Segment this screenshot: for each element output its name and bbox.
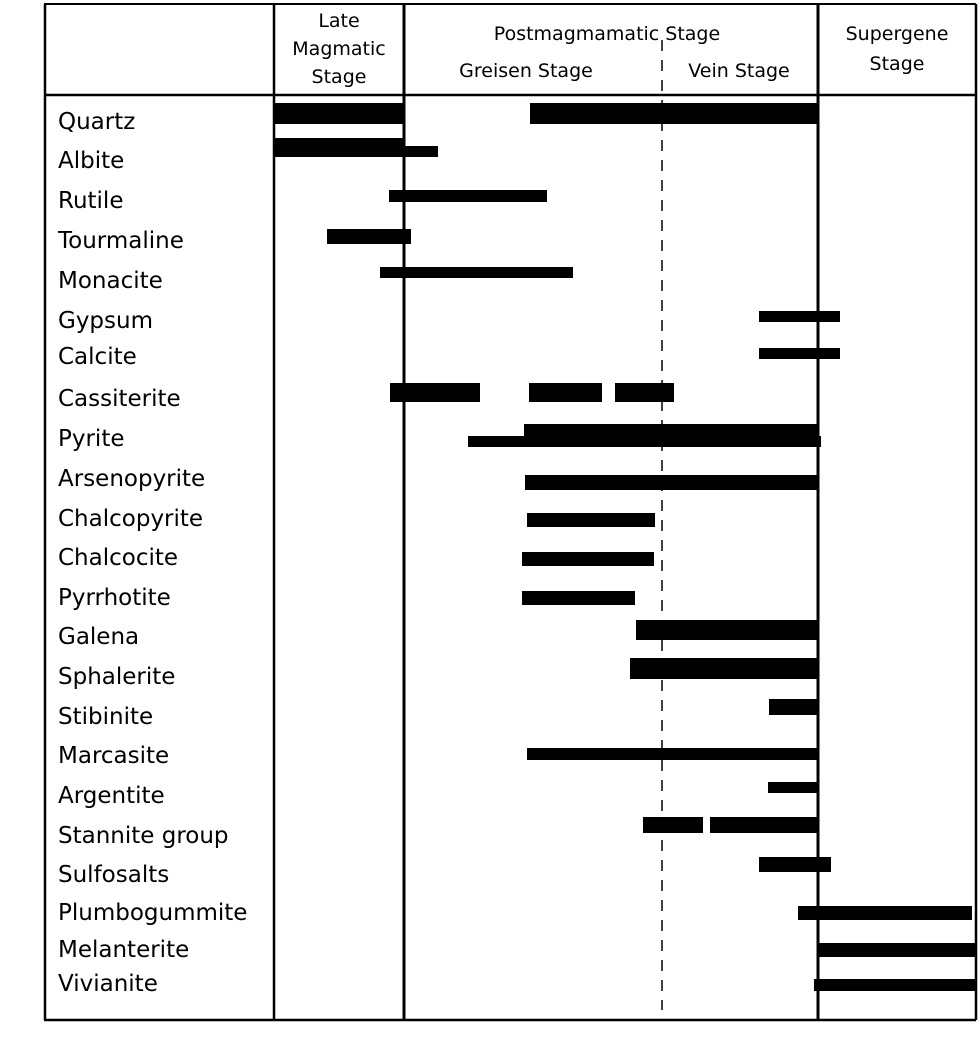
bar-pyrite-thick [524, 424, 818, 445]
mineral-label-sulfosalts: Sulfosalts [58, 862, 169, 888]
mineral-label-rutile: Rutile [58, 188, 123, 214]
bar-arsenopyrite [525, 475, 818, 490]
bar-monacite [380, 267, 573, 278]
mineral-label-galena: Galena [58, 624, 139, 650]
bar-albite-tail [403, 146, 438, 157]
greisen-header: Greisen Stage [459, 60, 593, 82]
mineral-label-vivianite: Vivianite [58, 971, 158, 997]
mineral-labels: Quartz Albite Rutile Tourmaline Monacite… [57, 109, 247, 997]
occurrence-bars [274, 103, 976, 991]
bar-pyrrhotite [522, 591, 635, 605]
mineral-label-chalcocite: Chalcocite [58, 545, 178, 571]
bar-vivianite [814, 979, 976, 991]
postmagmatic-header: Postmagmamatic Stage [494, 23, 720, 45]
bar-gypsum [759, 311, 840, 322]
mineral-label-tourmaline: Tourmaline [57, 228, 184, 254]
bar-argentite [768, 782, 818, 793]
mineral-label-quartz: Quartz [58, 109, 135, 135]
bar-plumbogummite [798, 906, 972, 920]
mineral-label-cassiterite: Cassiterite [58, 386, 181, 412]
late-magmatic-header-line-2: Magmatic [292, 38, 385, 60]
bar-sphalerite [630, 658, 818, 679]
mineral-label-monacite: Monacite [58, 268, 163, 294]
bar-stannite-group-1 [643, 817, 703, 833]
header-row: Late Magmatic Stage Postmagmamatic Stage… [292, 10, 948, 88]
mineral-label-melanterite: Melanterite [58, 937, 189, 963]
bar-cassiterite-2 [529, 383, 602, 402]
late-magmatic-header-line-3: Stage [312, 66, 367, 88]
mineral-label-albite: Albite [58, 148, 124, 174]
mineral-label-chalcopyrite: Chalcopyrite [58, 506, 203, 532]
bar-quartz-postmagmatic [530, 103, 818, 124]
bar-cassiterite-3 [615, 383, 674, 402]
bar-galena [636, 620, 818, 640]
mineral-label-gypsum: Gypsum [58, 308, 153, 334]
mineral-label-marcasite: Marcasite [58, 743, 169, 769]
late-magmatic-header-line-1: Late [318, 10, 359, 32]
bar-melanterite [818, 943, 976, 957]
mineral-label-argentite: Argentite [58, 783, 165, 809]
mineral-label-stannite-group: Stannite group [58, 823, 229, 849]
mineral-label-calcite: Calcite [58, 344, 137, 370]
bar-stannite-group-2 [710, 817, 818, 833]
bar-chalcocite [522, 552, 654, 566]
bar-sulfosalts [759, 857, 831, 872]
bar-cassiterite-1 [390, 383, 480, 402]
mineral-label-plumbogummite: Plumbogummite [58, 900, 247, 926]
bar-albite-thick [274, 138, 403, 157]
table-frame [43, 3, 978, 1022]
mineral-label-pyrrhotite: Pyrrhotite [58, 585, 171, 611]
bar-quartz-late-magmatic [274, 103, 403, 124]
bar-marcasite [527, 748, 818, 760]
bar-chalcopyrite [527, 513, 655, 527]
mineral-label-sphalerite: Sphalerite [58, 664, 175, 690]
bar-calcite [759, 348, 840, 359]
mineral-label-stibinite: Stibinite [58, 704, 153, 730]
vein-header: Vein Stage [688, 60, 789, 82]
supergene-header-line-1: Supergene [846, 23, 949, 45]
bar-stibinite [769, 699, 818, 715]
bar-tourmaline [327, 229, 411, 244]
mineral-label-pyrite: Pyrite [58, 426, 125, 452]
mineral-label-arsenopyrite: Arsenopyrite [58, 466, 205, 492]
supergene-header-line-2: Stage [870, 53, 925, 75]
bar-rutile [389, 190, 547, 202]
